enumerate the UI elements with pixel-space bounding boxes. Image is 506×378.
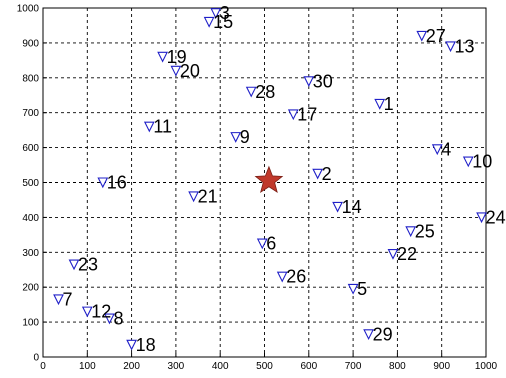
data-point-marker bbox=[68, 259, 80, 271]
data-point-marker bbox=[126, 339, 137, 351]
data-point-label: 28 bbox=[255, 82, 275, 102]
data-point-label: 10 bbox=[472, 152, 492, 172]
data-point-label: 2 bbox=[322, 164, 332, 184]
center-star-marker bbox=[254, 165, 284, 193]
data-point-label: 27 bbox=[426, 26, 446, 46]
data-point-marker bbox=[431, 144, 443, 156]
data-point-label: 21 bbox=[198, 186, 218, 206]
data-point-marker bbox=[476, 212, 487, 224]
data-point-label: 17 bbox=[297, 104, 317, 124]
data-point-marker bbox=[143, 121, 155, 133]
x-tick-label: 600 bbox=[300, 361, 317, 372]
y-tick-label: 100 bbox=[22, 318, 39, 329]
data-point-marker bbox=[203, 16, 215, 28]
data-point-label: 11 bbox=[153, 117, 172, 137]
data-point-marker bbox=[363, 329, 374, 341]
data-point-label: 13 bbox=[455, 36, 475, 56]
y-tick-label: 200 bbox=[22, 283, 39, 294]
data-point-marker bbox=[230, 132, 242, 143]
x-tick-label: 0 bbox=[40, 361, 46, 372]
data-points bbox=[53, 8, 487, 351]
data-point-label: 22 bbox=[397, 244, 417, 264]
data-point-label: 6 bbox=[266, 234, 276, 254]
x-tick-label: 400 bbox=[212, 361, 229, 372]
data-point-marker bbox=[276, 271, 288, 283]
data-point-marker bbox=[445, 41, 456, 53]
data-point-marker bbox=[104, 313, 115, 325]
data-labels: 1234567891011121314151617181920212223242… bbox=[63, 3, 506, 355]
data-point-marker bbox=[303, 76, 315, 88]
data-point-marker bbox=[53, 294, 64, 306]
y-tick-label: 1000 bbox=[17, 4, 40, 15]
data-point-label: 12 bbox=[91, 302, 111, 322]
data-point-label: 14 bbox=[342, 197, 362, 217]
data-point-marker bbox=[387, 248, 399, 260]
data-point-marker bbox=[416, 30, 428, 42]
y-tick-label: 800 bbox=[22, 73, 39, 84]
y-tick-label: 300 bbox=[22, 248, 39, 259]
x-tick-label: 300 bbox=[168, 361, 185, 372]
data-point-marker bbox=[256, 238, 268, 250]
y-tick-label: 400 bbox=[22, 213, 39, 224]
data-point-marker bbox=[462, 156, 474, 168]
data-point-marker bbox=[347, 283, 359, 295]
data-point-marker bbox=[97, 177, 109, 189]
data-point-label: 26 bbox=[286, 267, 306, 287]
data-point-label: 15 bbox=[213, 12, 233, 32]
y-tick-label: 900 bbox=[22, 38, 39, 49]
center-marker bbox=[254, 165, 284, 193]
data-point-label: 19 bbox=[167, 47, 187, 67]
data-point-marker bbox=[81, 306, 93, 318]
data-point-label: 7 bbox=[63, 289, 73, 309]
data-point-label: 8 bbox=[113, 309, 123, 329]
y-tick-label: 500 bbox=[22, 178, 39, 189]
y-tick-label: 600 bbox=[22, 143, 39, 154]
data-point-label: 30 bbox=[313, 71, 333, 91]
data-point-marker bbox=[245, 86, 257, 98]
data-point-label: 18 bbox=[136, 335, 156, 355]
data-point-label: 3 bbox=[220, 3, 230, 23]
data-point-marker bbox=[210, 8, 222, 19]
data-point-label: 20 bbox=[180, 61, 200, 81]
data-point-label: 25 bbox=[415, 221, 435, 241]
data-point-label: 23 bbox=[78, 255, 98, 275]
data-point-marker bbox=[157, 51, 168, 63]
y-tick-label: 700 bbox=[22, 108, 39, 119]
data-point-marker bbox=[312, 168, 324, 180]
x-tick-label: 1000 bbox=[475, 361, 498, 372]
data-point-marker bbox=[332, 201, 343, 213]
data-point-label: 1 bbox=[384, 94, 394, 114]
x-tick-label: 900 bbox=[433, 361, 450, 372]
data-point-label: 9 bbox=[240, 127, 250, 147]
data-point-marker bbox=[405, 226, 417, 238]
grid bbox=[43, 8, 486, 357]
data-point-marker bbox=[170, 65, 182, 77]
data-point-label: 4 bbox=[441, 139, 451, 159]
x-tick-label: 100 bbox=[79, 361, 96, 372]
data-point-marker bbox=[287, 109, 299, 121]
x-tick-label: 800 bbox=[389, 361, 406, 372]
data-point-label: 16 bbox=[107, 173, 127, 193]
data-point-marker bbox=[188, 191, 200, 203]
data-point-label: 29 bbox=[373, 324, 393, 344]
data-point-marker bbox=[374, 98, 386, 110]
axis-ticks: 0 100 200 300 400 500 600 700 800 900 1000 0 100 200 3… bbox=[17, 4, 498, 373]
x-tick-label: 500 bbox=[256, 361, 273, 372]
y-tick-label: 0 bbox=[33, 353, 39, 364]
x-tick-label: 200 bbox=[123, 361, 140, 372]
data-point-label: 5 bbox=[357, 279, 367, 299]
x-tick-label: 700 bbox=[345, 361, 362, 372]
data-point-label: 24 bbox=[486, 207, 506, 227]
